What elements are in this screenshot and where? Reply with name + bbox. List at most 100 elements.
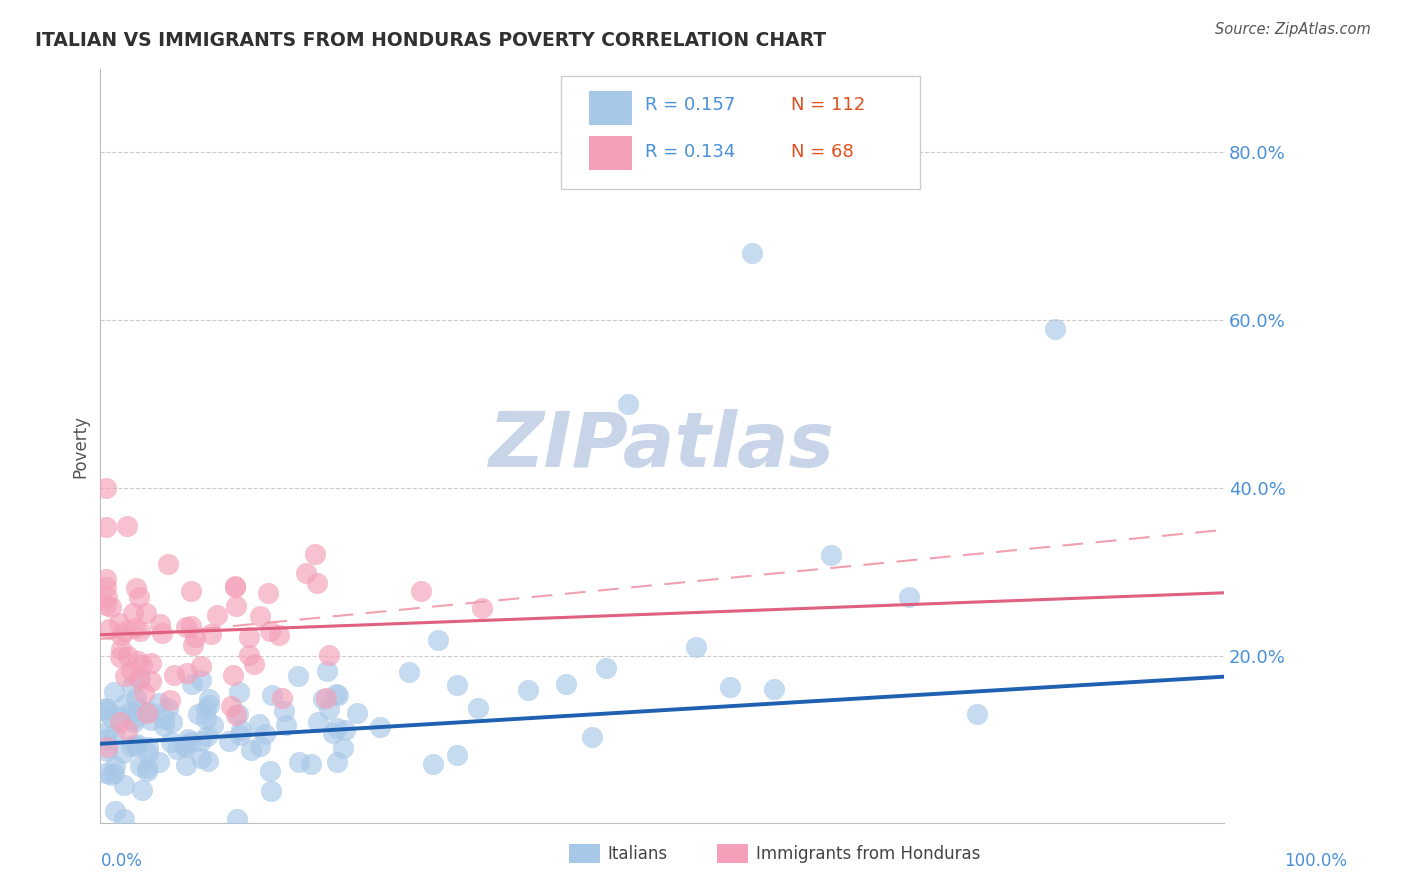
- Point: [100, 709, 122, 723]
- Point: [581, 730, 603, 744]
- Point: [181, 638, 204, 652]
- Point: [270, 690, 292, 705]
- Point: [94, 598, 117, 612]
- Point: [176, 731, 198, 746]
- Point: [195, 730, 218, 744]
- Point: [195, 713, 218, 727]
- Point: [249, 608, 271, 623]
- Point: [94, 766, 117, 780]
- Point: [114, 698, 136, 712]
- Point: [125, 737, 148, 751]
- Point: [160, 735, 183, 749]
- Point: [1045, 321, 1067, 335]
- Point: [183, 631, 205, 645]
- Point: [148, 696, 170, 710]
- Point: [96, 725, 118, 739]
- Point: [260, 784, 283, 798]
- Point: [370, 720, 392, 734]
- Point: [128, 672, 150, 686]
- Point: [231, 723, 253, 737]
- Point: [287, 755, 309, 769]
- Point: [94, 519, 117, 533]
- Point: [820, 548, 842, 562]
- Point: [295, 566, 318, 580]
- Point: [180, 619, 202, 633]
- Point: [194, 702, 217, 716]
- FancyBboxPatch shape: [589, 91, 631, 125]
- Point: [446, 747, 468, 762]
- Point: [96, 590, 118, 604]
- Point: [94, 701, 117, 715]
- Point: [150, 626, 173, 640]
- Point: [114, 669, 136, 683]
- Point: [127, 654, 149, 668]
- Point: [427, 632, 450, 647]
- Point: [180, 583, 202, 598]
- Point: [110, 642, 132, 657]
- Point: [307, 715, 329, 730]
- Point: [259, 624, 281, 639]
- Point: [299, 756, 322, 771]
- Point: [257, 586, 280, 600]
- Point: [238, 648, 260, 662]
- Point: [96, 744, 118, 758]
- Point: [135, 606, 157, 620]
- Point: [94, 704, 117, 718]
- Point: [110, 708, 132, 723]
- Text: Immigrants from Honduras: Immigrants from Honduras: [756, 845, 981, 863]
- Point: [138, 705, 160, 719]
- Point: [96, 740, 118, 755]
- Point: [159, 692, 181, 706]
- Point: [470, 601, 492, 615]
- Point: [226, 707, 249, 722]
- Text: R = 0.157: R = 0.157: [645, 95, 735, 114]
- Point: [326, 721, 349, 735]
- Point: [222, 668, 245, 682]
- Point: [120, 739, 142, 754]
- Point: [304, 547, 326, 561]
- Point: [139, 713, 162, 727]
- Point: [103, 684, 125, 698]
- Point: [239, 742, 262, 756]
- Point: [157, 558, 180, 572]
- Point: [163, 667, 186, 681]
- Point: [103, 726, 125, 740]
- Point: [224, 580, 246, 594]
- Point: [174, 620, 197, 634]
- Point: [94, 580, 117, 594]
- Point: [125, 691, 148, 706]
- Point: [190, 659, 212, 673]
- Point: [346, 706, 368, 720]
- Point: [94, 702, 117, 716]
- Point: [335, 723, 357, 738]
- Point: [254, 727, 277, 741]
- Point: [190, 751, 212, 765]
- Point: [176, 665, 198, 680]
- Point: [190, 733, 212, 747]
- Point: [110, 628, 132, 642]
- Text: Source: ZipAtlas.com: Source: ZipAtlas.com: [1215, 22, 1371, 37]
- Point: [312, 692, 335, 706]
- Point: [104, 758, 127, 772]
- Text: Italians: Italians: [607, 845, 668, 863]
- Point: [221, 698, 243, 713]
- Point: [218, 733, 240, 747]
- Point: [187, 707, 209, 722]
- Point: [112, 812, 135, 826]
- Point: [305, 576, 328, 591]
- Point: [134, 686, 156, 700]
- Point: [121, 712, 143, 726]
- Text: 100.0%: 100.0%: [1284, 852, 1347, 870]
- Point: [617, 397, 640, 411]
- Point: [718, 681, 741, 695]
- Point: [398, 665, 420, 679]
- Point: [121, 607, 143, 621]
- Point: [127, 701, 149, 715]
- Point: [136, 746, 159, 760]
- Point: [108, 714, 131, 729]
- Point: [135, 706, 157, 721]
- Point: [190, 673, 212, 687]
- Text: R = 0.134: R = 0.134: [645, 143, 735, 161]
- Point: [325, 755, 347, 769]
- Point: [104, 804, 127, 818]
